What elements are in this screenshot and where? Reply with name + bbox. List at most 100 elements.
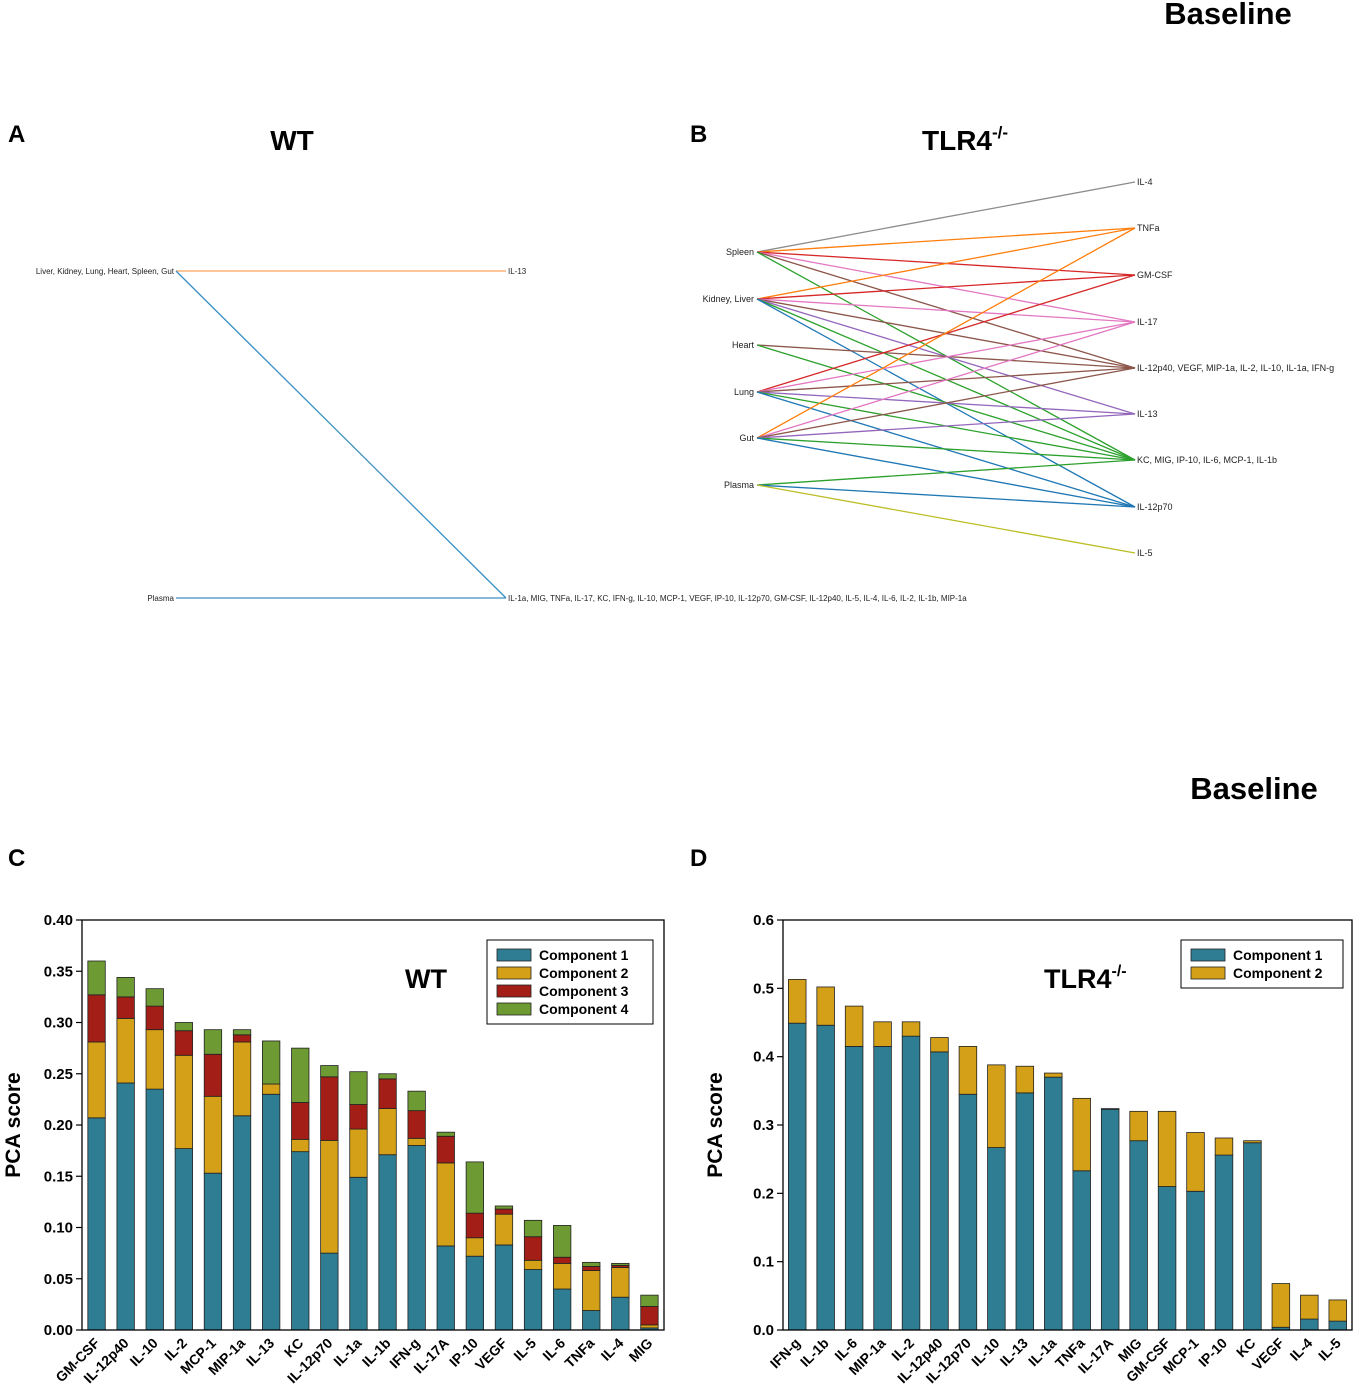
chart-d-x-tick-label-19: IL-5 (1315, 1335, 1344, 1364)
chart-c-y-tick-label-5: 0.25 (44, 1066, 73, 1083)
network-b: Spleen Kidney, Liver Heart Lung Gut Plasma IL-… (703, 177, 1334, 558)
network-b-edge-22 (756, 321, 1136, 439)
chart-c-bar-IL-10-4 (145, 988, 164, 1007)
chart-c-bar-IL-10-3 (145, 1005, 164, 1031)
chart-c-bar-MCP-1-4 (203, 1029, 223, 1055)
chart-d-bar-GM-CSF-2 (1157, 1110, 1177, 1187)
chart-c-x-tick-label-10: IL-1b (359, 1335, 394, 1370)
chart-c-bar-IL-5-3 (523, 1236, 543, 1261)
chart-c-bar-VEGF-3 (494, 1208, 514, 1215)
chart-c-bar-IL-12p40-4 (116, 977, 135, 998)
network-a-right-node-0: IL-13 (508, 267, 527, 276)
chart-c-x-tick-label-19: MIG (626, 1335, 656, 1365)
chart-d-x-tick-label-7: IL-10 (968, 1335, 1003, 1370)
chart-c-bar-IL-12p70-4 (320, 1065, 339, 1078)
chart-d-bar-IL-17A-1 (1100, 1108, 1120, 1331)
chart-c-bar-IP-10-2 (465, 1237, 484, 1257)
panel-letter-d: D (690, 845, 707, 872)
chart-c-bar-IL-10-1 (145, 1088, 164, 1331)
chart-c-y-tick-label-6: 0.30 (44, 1015, 73, 1032)
network-a-left-node-1: Plasma (147, 594, 174, 603)
chart-c-x-tick-label-2: IL-10 (126, 1335, 161, 1370)
chart-c-bar-IL-12p40-2 (116, 1018, 135, 1084)
chart-c-bar-IL-1a-2 (349, 1128, 368, 1178)
chart-c-bar-GM-CSF-3 (87, 994, 106, 1043)
chart-d-bar-IL-6-2 (844, 1005, 864, 1047)
chart-c-y-tick-label-2: 0.10 (44, 1220, 73, 1237)
chart-c-legend-swatch-1 (496, 948, 532, 962)
chart-c-legend: Component 1 Component 2 Component 3 Compone… (486, 939, 654, 1025)
chart-c-bar-IL-6-1 (553, 1288, 572, 1331)
chart-c-bar-KC-2 (291, 1138, 310, 1153)
chart-d-legend-box (1180, 939, 1344, 989)
network-b-edge-7 (756, 274, 1136, 300)
chart-d-bar-IL-1b-2 (816, 986, 835, 1026)
chart-c-bar-MCP-1-3 (203, 1053, 223, 1097)
chart-c-bar-MIP-1a-3 (232, 1034, 252, 1043)
chart-d-inset-label-main: TLR4 (1044, 964, 1112, 994)
chart-d-bar-IL-1b-1 (816, 1024, 835, 1331)
chart-c-bar-IL-1b-3 (378, 1078, 397, 1110)
chart-c-x-tick-label-17: TNFa (561, 1335, 597, 1371)
chart-c-legend-swatch-4 (496, 1002, 532, 1016)
chart-c-x-tick-label-6: IL-13 (243, 1335, 278, 1370)
network-b-right-node-8: IL-5 (1137, 548, 1153, 558)
panel-b-title-main: TLR4 (922, 125, 992, 156)
network-b-right-node-0: IL-4 (1137, 177, 1153, 187)
network-b-edge-29 (756, 484, 1136, 554)
network-b-left-node-3: Lung (734, 387, 754, 397)
chart-d-bar-IL-6-1 (844, 1046, 864, 1331)
chart-d-bar-IL-13-2 (1015, 1065, 1035, 1094)
chart-d-legend-label-2: Component 2 (1233, 965, 1323, 981)
chart-d-bar-IL-12p40-2 (930, 1037, 949, 1053)
chart-c-bar-IL-1b-1 (378, 1154, 397, 1331)
chart-d-bar-IL-12p70-2 (958, 1046, 978, 1095)
chart-c-bar-MIG-2 (640, 1324, 659, 1329)
chart-c-bar-IFN-g-4 (407, 1090, 426, 1112)
chart-c-bar-IL-17A-1 (436, 1245, 455, 1331)
network-a-edge-1 (175, 270, 507, 599)
chart-c-bar-IL-2-1 (174, 1148, 193, 1331)
chart-d-inset-label-sup: -/- (1112, 963, 1127, 980)
network-b-edge-16 (756, 321, 1136, 393)
chart-c-bar-IL-1b-2 (378, 1108, 397, 1156)
baseline-top-heading: Baseline (1164, 0, 1292, 31)
network-b-edge-23 (756, 367, 1136, 439)
network-b-left-node-2: Heart (732, 340, 755, 350)
chart-c-bar-IL-17A-4 (436, 1131, 455, 1137)
network-b-left-node-0: Spleen (726, 247, 754, 257)
chart-d-bar-TNFa-2 (1072, 1097, 1091, 1172)
chart-c-bar-GM-CSF-1 (87, 1117, 106, 1331)
chart-c-bar-MIP-1a-4 (232, 1029, 252, 1036)
chart-d-y-tick-label-6: 0.6 (753, 912, 774, 929)
chart-c-bar-VEGF-4 (494, 1205, 514, 1210)
chart-d-bar-IL-17A-2 (1100, 1108, 1120, 1110)
baseline-mid-heading: Baseline (1190, 771, 1318, 806)
chart-d-bar-IL-1a-1 (1044, 1076, 1063, 1331)
chart-d-y-tick-label-1: 0.1 (753, 1254, 774, 1271)
chart-c-x-tick-label-18: IL-4 (598, 1335, 627, 1364)
chart-c-legend-swatch-2 (496, 966, 532, 980)
chart-c-bar-IL-13-2 (262, 1083, 281, 1095)
network-b-edge-6 (756, 227, 1136, 300)
chart-d-bar-MCP-1-2 (1186, 1132, 1205, 1192)
chart-d-bar-KC-2 (1243, 1140, 1262, 1144)
chart-d-x-tick-label-17: VEGF (1249, 1334, 1288, 1373)
chart-d-bar-IL-1a-2 (1044, 1072, 1063, 1078)
chart-d-bar-IL-12p40-1 (930, 1051, 949, 1331)
chart-c-bar-IL-17A-2 (436, 1162, 455, 1247)
network-b-left-node-5: Plasma (724, 480, 754, 490)
chart-c-bar-IL-2-4 (174, 1022, 193, 1032)
chart-d-bar-MIG-1 (1129, 1140, 1148, 1331)
chart-c-bar-IL-5-2 (523, 1259, 543, 1270)
chart-c-bar-IL-12p40-3 (116, 996, 135, 1019)
network-b-right-node-1: TNFa (1137, 223, 1160, 233)
network-b-edge-24 (756, 413, 1136, 439)
chart-c-bar-IL-6-2 (553, 1262, 572, 1290)
chart-c-bar-MIG-4 (640, 1294, 659, 1307)
network-b-right-node-5: IL-13 (1137, 409, 1158, 419)
chart-c-bar-IP-10-4 (465, 1161, 484, 1214)
network-b-left-node-1: Kidney, Liver (703, 294, 754, 304)
chart-d-x-tick-label-9: IL-1a (1025, 1335, 1060, 1370)
